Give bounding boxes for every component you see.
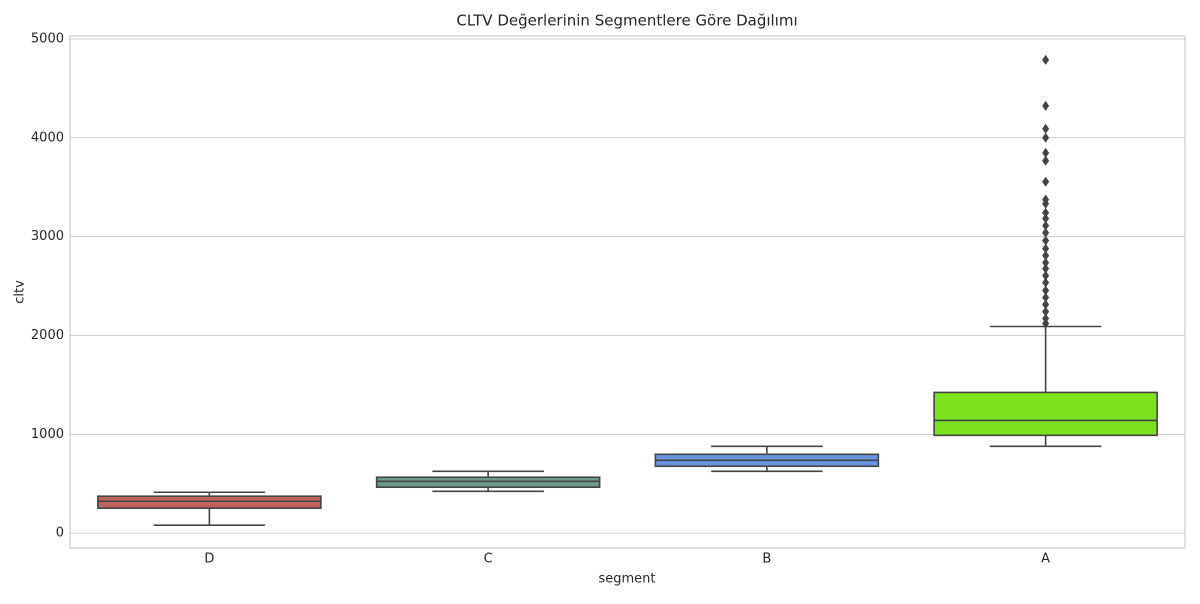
y-tick-label: 1000 <box>31 427 64 442</box>
outlier <box>1042 299 1050 310</box>
box <box>97 495 322 509</box>
outlier <box>1042 285 1050 296</box>
outlier <box>1042 292 1050 303</box>
y-tick-label: 5000 <box>31 31 64 46</box>
outlier <box>1042 306 1050 317</box>
outlier <box>1042 147 1050 158</box>
outlier <box>1042 54 1050 65</box>
x-tick-label: A <box>1041 552 1050 567</box>
y-tick-label: 0 <box>56 526 64 541</box>
outlier <box>1042 243 1050 254</box>
box <box>933 391 1158 437</box>
outlier <box>1042 213 1050 224</box>
outlier <box>1042 263 1050 274</box>
outlier <box>1042 277 1050 288</box>
outlier <box>1042 100 1050 111</box>
x-tick-label: B <box>762 552 771 567</box>
outlier <box>1042 235 1050 246</box>
outlier <box>1042 123 1050 134</box>
outlier <box>1042 318 1050 329</box>
y-tick-label: 4000 <box>31 130 64 145</box>
outlier <box>1042 207 1050 218</box>
chart-title: CLTV Değerlerinin Segmentlere Göre Dağıl… <box>456 12 797 30</box>
outlier <box>1042 270 1050 281</box>
outlier <box>1042 198 1050 209</box>
outlier <box>1042 155 1050 166</box>
box <box>375 476 601 489</box>
plot-frame <box>69 35 1186 549</box>
y-tick-label: 3000 <box>31 229 64 244</box>
outlier <box>1042 220 1050 231</box>
outlier <box>1042 227 1050 238</box>
x-tick-label: D <box>204 552 214 567</box>
outlier <box>1042 176 1050 187</box>
x-tick-label: C <box>484 552 493 567</box>
outlier <box>1042 250 1050 261</box>
y-axis-label: cltv <box>13 280 28 304</box>
x-axis-label: segment <box>598 572 655 587</box>
outlier <box>1042 257 1050 268</box>
outlier <box>1042 132 1050 143</box>
outlier <box>1042 313 1050 324</box>
y-tick-label: 2000 <box>31 328 64 343</box>
